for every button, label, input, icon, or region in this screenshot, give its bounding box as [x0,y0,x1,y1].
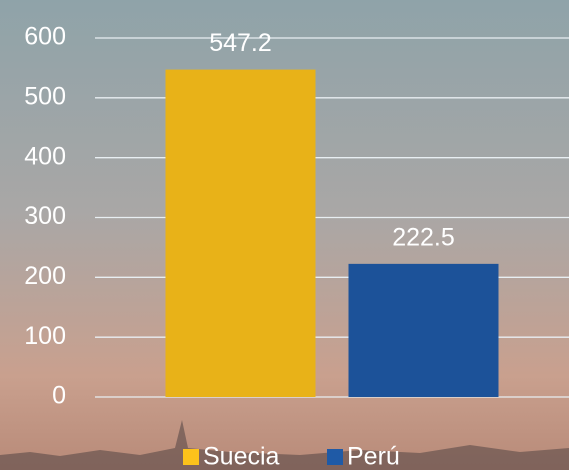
y-tick-label: 100 [24,322,66,350]
legend-label: Perú [347,443,400,470]
y-tick-label: 300 [24,202,66,230]
legend-swatch [183,449,199,465]
y-tick-label: 200 [24,262,66,290]
bar-shade [349,264,499,397]
y-tick-label: 500 [24,82,66,110]
chart: 0 100 200 300 400 500 600 547.2 222.5 Suecia Perú [0,0,569,470]
y-tick-label: 0 [52,382,66,410]
bar-shade [166,70,316,397]
value-label: 547.2 [209,29,272,57]
y-tick-label: 600 [24,23,66,51]
value-label: 222.5 [392,223,455,251]
legend-swatch [327,449,343,465]
legend-label: Suecia [203,443,280,470]
y-tick-label: 400 [24,142,66,170]
